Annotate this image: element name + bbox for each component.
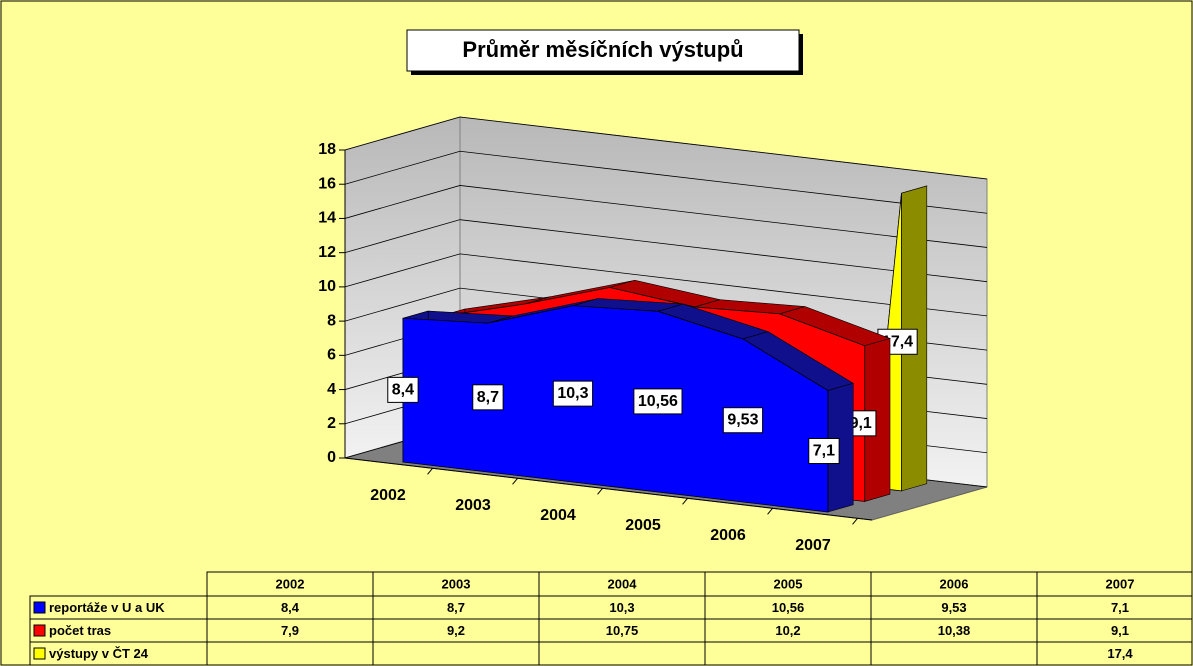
legend-swatch [33, 624, 46, 637]
x-axis [344, 457, 873, 521]
data-table: 2002 2003 2004 2005 2006 2007 reportáže v U a … [29, 571, 1193, 666]
series: 8,4 8,7 10,3 10,56 9,53 7,1 [387, 298, 854, 513]
x-tick [512, 477, 518, 485]
y-tick-label: 2 [327, 415, 336, 432]
table-value: 7,9 [281, 623, 299, 638]
data-label-box [472, 384, 504, 411]
table-value: 8,4 [281, 600, 300, 615]
legend-label: výstupy v ČT 24 [49, 646, 149, 661]
x-tick [597, 487, 603, 495]
data-label: 10,56 [638, 393, 678, 410]
table-header: 2006 [940, 576, 969, 591]
table-header: 2003 [442, 576, 471, 591]
chart-title: Průměr měsíčních výstupů [462, 37, 743, 62]
table-header: 2007 [1106, 576, 1135, 591]
x-tick-label: 2002 [370, 487, 406, 504]
table-header: 2002 [276, 576, 305, 591]
table-value: 9,1 [1111, 623, 1129, 638]
table-value: 8,7 [447, 600, 465, 615]
grid-line [344, 219, 988, 283]
table-value: 10,3 [609, 600, 634, 615]
x-tick-label: 2006 [710, 527, 746, 544]
legend-swatch [33, 601, 46, 614]
grid-line [344, 185, 988, 248]
table-cell [1036, 641, 1193, 666]
y-tick-label: 16 [318, 175, 336, 192]
title-box [406, 29, 800, 72]
table-value: 10,2 [775, 623, 800, 638]
table-value: 10,75 [606, 623, 639, 638]
x-tick-label: 2003 [455, 497, 491, 514]
y-tick-label: 10 [318, 278, 336, 295]
table-header-cell [206, 571, 374, 597]
y-tick-label: 4 [327, 381, 336, 398]
table-header: 2005 [774, 576, 803, 591]
data-label-box [722, 407, 764, 434]
data-label: 8,7 [477, 389, 499, 406]
table-value: 9,2 [447, 623, 465, 638]
y-tick-label: 8 [327, 312, 336, 329]
table-value: 10,38 [938, 623, 971, 638]
table-value: 10,56 [772, 600, 805, 615]
y-tick-label: 0 [327, 449, 336, 466]
table-header: 2004 [608, 576, 638, 591]
table-cell [538, 641, 706, 666]
area [402, 305, 829, 513]
data-label: 9,53 [727, 412, 758, 429]
table-header-cell [704, 571, 872, 597]
data-label: 10,3 [557, 385, 588, 402]
table-value: 9,53 [941, 600, 966, 615]
table-value: 17,4 [1107, 646, 1133, 661]
x-tick [682, 497, 688, 505]
table-cell [870, 641, 1038, 666]
y-tick-label: 14 [318, 210, 336, 227]
x-tick-label: 2007 [795, 537, 831, 554]
data-label-box [387, 376, 419, 403]
grid-line [344, 150, 988, 214]
y-tick-label: 18 [318, 141, 336, 158]
data-label: 9,1 [850, 415, 872, 432]
legend-label: počet tras [49, 623, 111, 638]
table-cell [372, 641, 540, 666]
data-label-box [552, 380, 594, 407]
data-label: 8,4 [392, 381, 414, 398]
x-tick [427, 467, 433, 475]
x-tick [852, 517, 858, 525]
table-cell [206, 641, 374, 666]
data-label-box [808, 437, 840, 465]
table-cell [704, 641, 872, 666]
y-tick-label: 12 [318, 244, 336, 261]
x-tick-label: 2004 [540, 507, 576, 524]
x-tick-label: 2005 [625, 517, 661, 534]
table-header-cell [1036, 571, 1193, 597]
grid-line [344, 253, 988, 317]
table-value: 7,1 [1111, 600, 1129, 615]
y-tick-label: 6 [327, 347, 336, 364]
data-label-box [633, 388, 683, 415]
data-label: 7,1 [813, 442, 835, 459]
legend-swatch [33, 647, 46, 660]
plot-area: 0 2 4 6 8 10 12 14 16 18 2002 2003 2004 2005 2006 2007 1… [318, 116, 988, 554]
grid-line [344, 116, 988, 180]
x-tick [767, 507, 773, 515]
legend-label: reportáže v U a UK [49, 600, 165, 615]
